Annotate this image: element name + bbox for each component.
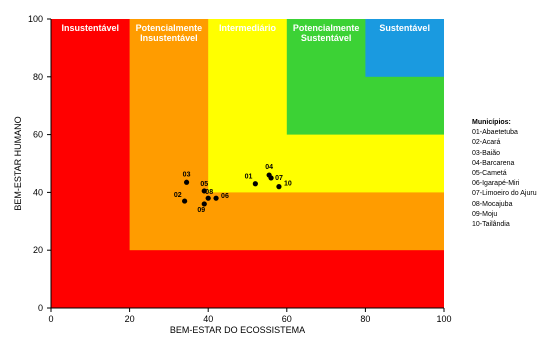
point-05 [201, 188, 207, 194]
legend: Municípios: 01-Abaetetuba 02-Acará 03-Baiã… [472, 118, 548, 230]
y-tick-label: 0 [38, 303, 43, 313]
point-01 [252, 181, 258, 187]
legend-item: 01-Abaetetuba [472, 129, 518, 137]
x-tick-label: 60 [282, 314, 292, 324]
legend-item: 10-Tailândia [472, 221, 510, 229]
point-label-06: 06 [221, 193, 229, 200]
legend-item: 03-Baião [472, 149, 501, 157]
zone-label-5: Sustentável [379, 23, 430, 33]
legend-item: 09-Moju [472, 210, 498, 218]
y-tick-label: 80 [33, 72, 43, 82]
point-label-07: 07 [275, 175, 283, 182]
point-07 [268, 175, 274, 181]
y-axis-title: BEM-ESTAR HUMANO [13, 116, 23, 210]
point-label-03: 03 [183, 171, 191, 178]
zone-label-3: Intermediário [219, 23, 277, 33]
point-06 [213, 195, 219, 201]
zone-label-1: Insustentável [62, 23, 120, 33]
point-label-09: 09 [197, 207, 205, 214]
point-label-01: 01 [245, 174, 253, 181]
point-09 [201, 201, 207, 207]
legend-item: 06-Igarapé-Miri [472, 180, 520, 188]
point-label-08: 08 [205, 189, 213, 196]
y-tick-label: 100 [28, 14, 43, 24]
x-tick-label: 40 [203, 314, 213, 324]
point-02 [182, 198, 188, 204]
y-tick-label: 60 [33, 130, 43, 140]
point-label-10: 10 [284, 181, 292, 188]
zone-5 [365, 19, 444, 77]
legend-item: 04-Barcarena [472, 159, 515, 167]
legend-item: 02-Acará [472, 139, 501, 147]
y-tick-label: 20 [33, 245, 43, 255]
y-tick-label: 40 [33, 187, 43, 197]
legend-items: 01-Abaetetuba 02-Acará 03-Baião 04-Barcaren… [472, 128, 548, 230]
x-tick-label: 0 [48, 314, 53, 324]
legend-item: 05-Cametá [472, 170, 507, 178]
point-03 [183, 179, 190, 185]
point-label-04: 04 [265, 164, 273, 171]
legend-item: 07-Limoeiro do Ajuru [472, 190, 537, 198]
point-label-02: 02 [174, 192, 182, 199]
legend-title: Municípios: [472, 119, 511, 126]
zone-label-2: Potencialmente Insustentável [136, 23, 203, 43]
point-08 [205, 195, 211, 201]
x-tick-label: 20 [125, 314, 135, 324]
zone-label-4: Potencialmente Sustentável [293, 23, 360, 43]
legend-item: 08-Mocajuba [472, 200, 513, 208]
point-label-05: 05 [200, 181, 208, 188]
x-axis-title: BEM-ESTAR DO ECOSSISTEMA [170, 325, 305, 335]
point-10 [276, 184, 282, 190]
x-tick-label: 80 [360, 314, 370, 324]
x-tick-label: 100 [436, 314, 451, 324]
